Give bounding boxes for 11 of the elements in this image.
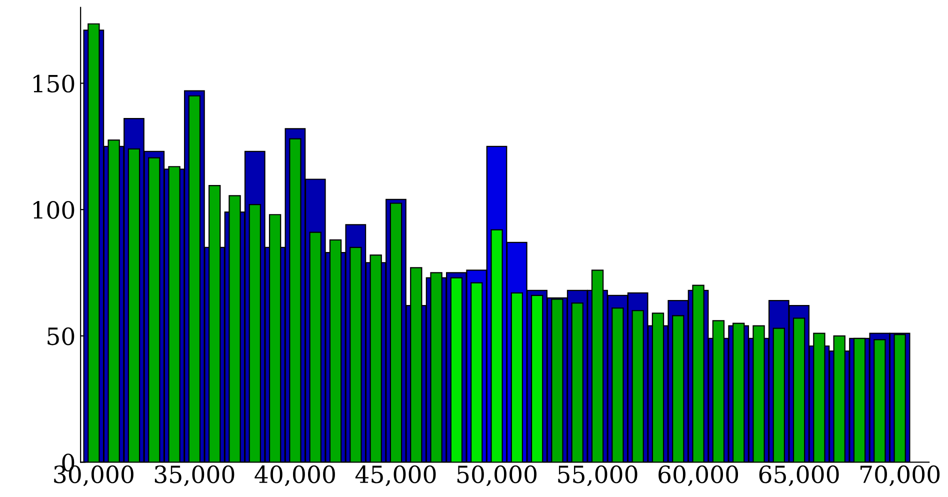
x-tick-label: 40,000 — [254, 465, 335, 486]
y-tick-label: 150 — [34, 74, 74, 93]
x-tick-label: 60,000 — [658, 465, 738, 486]
x-tick-label: 35,000 — [154, 465, 234, 486]
x-tick-label: 45,000 — [355, 465, 436, 486]
x-tick-label: 50,000 — [457, 465, 536, 486]
x-tick-label: 55,000 — [558, 465, 638, 486]
y-tick-label: 100 — [34, 201, 74, 219]
y-tick-label: 50 — [48, 327, 74, 346]
x-tick-label: 70,000 — [860, 465, 940, 486]
x-tick-label: 65,000 — [759, 465, 839, 486]
